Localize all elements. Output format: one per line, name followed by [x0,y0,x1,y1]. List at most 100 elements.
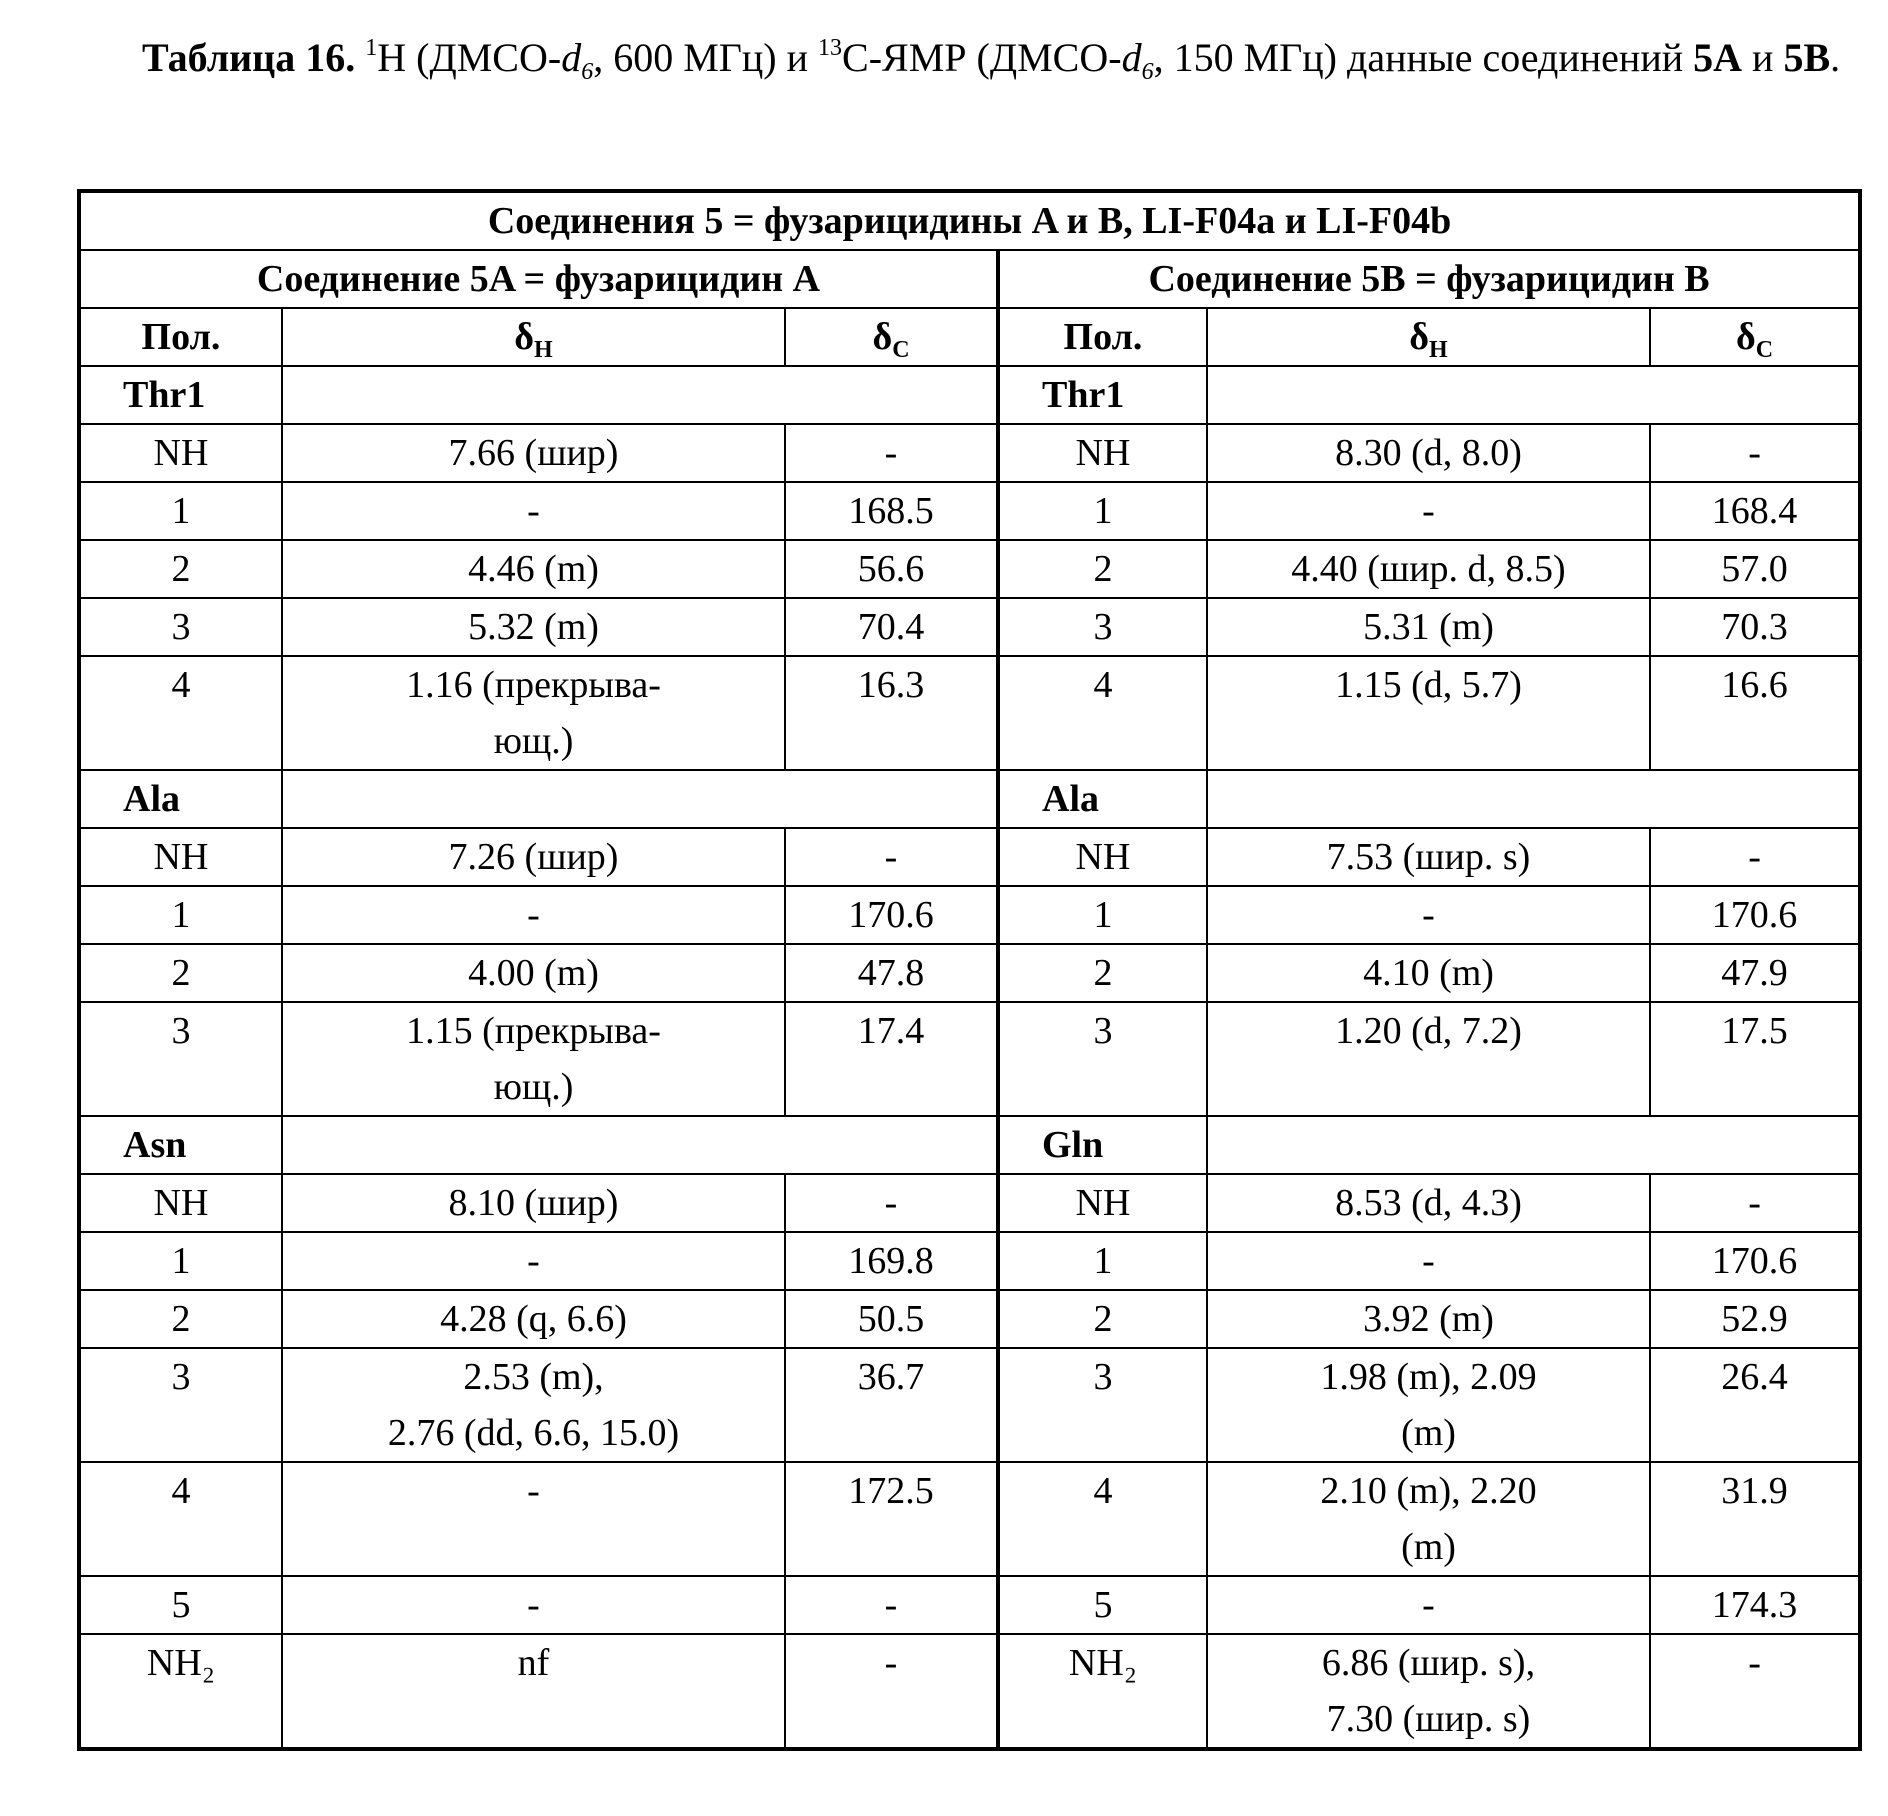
data-row: NH7.66 (шир)-NH8.30 (d, 8.0)- [79,424,1860,482]
shift: 7.53 (шир. s) [1207,828,1650,886]
caption-label: Таблица 16. [142,35,355,80]
caption-text: . [1830,35,1840,80]
position: 3 [998,598,1207,656]
residue-name: Ala [79,770,282,828]
shift: 26.4 [1650,1348,1860,1462]
residue-blank [1207,1116,1860,1174]
shift: 50.5 [785,1290,998,1348]
position: 3 [998,1348,1207,1462]
shift: 8.30 (d, 8.0) [1207,424,1650,482]
shift: 172.5 [785,1462,998,1576]
shift: - [1650,828,1860,886]
position: NH [998,424,1207,482]
column-header: δH [282,308,785,366]
column-header: δC [1650,308,1860,366]
data-row: 5--5-174.3 [79,1576,1860,1634]
shift: 170.6 [1650,1232,1860,1290]
shift: 56.6 [785,540,998,598]
position: 3 [79,598,282,656]
shift: 70.4 [785,598,998,656]
shift: - [282,1462,785,1576]
superscript: 13 [818,35,842,61]
shift: - [282,1232,785,1290]
position: 1 [998,482,1207,540]
shift: 31.9 [1650,1462,1860,1576]
nmr-table: Соединения 5 = фузарицидины A и B, LI-F0… [77,189,1862,1751]
shift: 8.10 (шир) [282,1174,785,1232]
caption-italic: d [561,35,581,80]
shift: 4.10 (m) [1207,944,1650,1002]
position: 1 [998,1232,1207,1290]
position: 5 [998,1576,1207,1634]
shift: - [1207,1576,1650,1634]
shift: - [785,1576,998,1634]
shift: 1.16 (прекрыва- ющ.) [282,656,785,770]
shift: - [1207,482,1650,540]
residue-name: Gln [998,1116,1207,1174]
header-text: δ [1409,316,1429,358]
header-subscript: C [1756,337,1773,363]
subscript: 6 [581,59,593,85]
position: 3 [998,1002,1207,1116]
position: 3 [79,1002,282,1116]
shift: 7.66 (шир) [282,424,785,482]
shift: 174.3 [1650,1576,1860,1634]
shift: 57.0 [1650,540,1860,598]
data-row: 41.16 (прекрыва- ющ.)16.341.15 (d, 5.7)1… [79,656,1860,770]
column-header: Пол. [79,308,282,366]
title-row: Соединения 5 = фузарицидины A и B, LI-F0… [79,191,1860,250]
shift: - [282,886,785,944]
position: 5 [79,1576,282,1634]
position: 1 [79,886,282,944]
shift: - [282,1576,785,1634]
shift: 168.5 [785,482,998,540]
table-title: Соединения 5 = фузарицидины A и B, LI-F0… [79,191,1860,250]
data-row: 24.00 (m)47.824.10 (m)47.9 [79,944,1860,1002]
shift: - [785,1634,998,1749]
position: NH [998,1174,1207,1232]
data-row: 24.46 (m)56.624.40 (шир. d, 8.5)57.0 [79,540,1860,598]
shift: 170.6 [1650,886,1860,944]
shift: 8.53 (d, 4.3) [1207,1174,1650,1232]
shift: 3.92 (m) [1207,1290,1650,1348]
caption-text: и [1742,35,1783,80]
header-subscript: H [1429,337,1448,363]
residue-blank [282,1116,998,1174]
shift: 5.32 (m) [282,598,785,656]
header-text: Пол. [1064,316,1143,358]
column-header: δC [785,308,998,366]
caption-text: H (ДМСО- [377,35,561,80]
position: NH [79,424,282,482]
shift: - [1650,1634,1860,1749]
position: 2 [79,1290,282,1348]
shift: - [785,1174,998,1232]
header-text: δ [1736,316,1756,358]
shift: 1.98 (m), 2.09 (m) [1207,1348,1650,1462]
shift: - [1207,886,1650,944]
position: NH [79,828,282,886]
shift: 2.10 (m), 2.20 (m) [1207,1462,1650,1576]
header-text: δ [514,316,534,358]
shift: 1.15 (прекрыва- ющ.) [282,1002,785,1116]
data-row: 32.53 (m), 2.76 (dd, 6.6, 15.0)36.731.98… [79,1348,1860,1462]
compound-header: Соединение 5A = фузарицидин A [79,250,998,308]
shift: 168.4 [1650,482,1860,540]
residue-name: Thr1 [79,366,282,424]
shift: 4.00 (m) [282,944,785,1002]
residue-blank [1207,770,1860,828]
caption-text: , 150 МГц) данные соединений [1154,35,1694,80]
residue-row: Thr1 Thr1 [79,366,1860,424]
column-header: Пол. [998,308,1207,366]
residue-name: Ala [998,770,1207,828]
shift: 17.4 [785,1002,998,1116]
position: 2 [998,944,1207,1002]
residue-name: Thr1 [998,366,1207,424]
data-row: 35.32 (m)70.435.31 (m)70.3 [79,598,1860,656]
shift: 47.9 [1650,944,1860,1002]
shift: 16.6 [1650,656,1860,770]
position: 1 [998,886,1207,944]
header-subscript: H [534,337,553,363]
shift: 4.40 (шир. d, 8.5) [1207,540,1650,598]
shift: 2.53 (m), 2.76 (dd, 6.6, 15.0) [282,1348,785,1462]
